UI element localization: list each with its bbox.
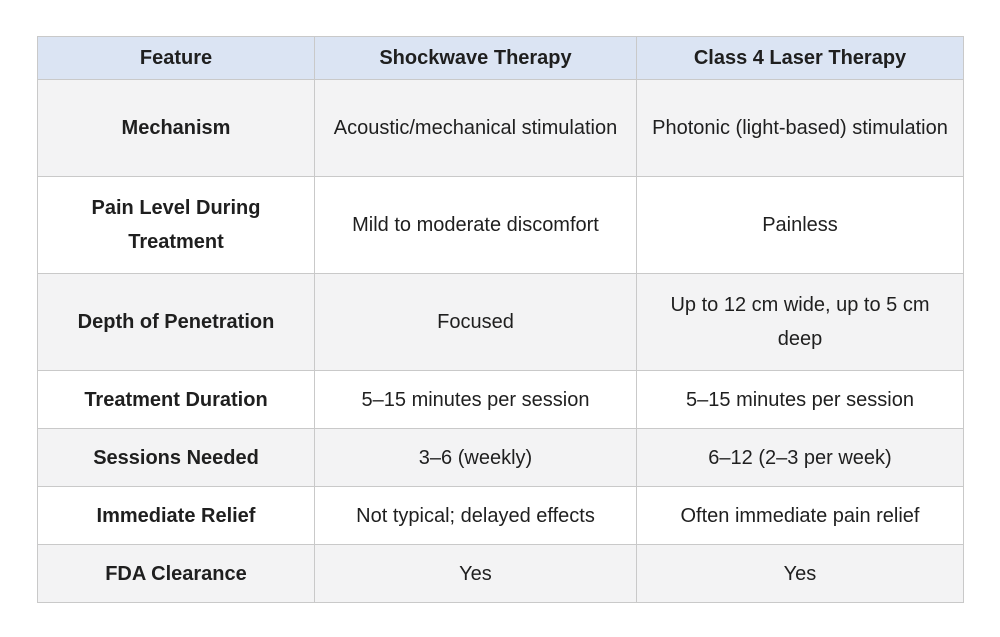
feature-cell: Sessions Needed <box>37 428 315 487</box>
shockwave-cell: Mild to moderate discomfort <box>314 176 637 274</box>
shockwave-cell: Yes <box>314 544 637 603</box>
header-class-4-laser-therapy: Class 4 Laser Therapy <box>636 36 964 80</box>
table-row: Mechanism Acoustic/mechanical stimulatio… <box>37 79 964 177</box>
table-row: Sessions Needed 3–6 (weekly) 6–12 (2–3 p… <box>37 428 964 487</box>
shockwave-cell: Focused <box>314 273 637 371</box>
shockwave-cell: 5–15 minutes per session <box>314 370 637 429</box>
header-shockwave-therapy: Shockwave Therapy <box>314 36 637 80</box>
laser-cell: Photonic (light-based) stimulation <box>636 79 964 177</box>
comparison-table: Feature Shockwave Therapy Class 4 Laser … <box>37 36 964 603</box>
laser-cell: 5–15 minutes per session <box>636 370 964 429</box>
feature-cell: Treatment Duration <box>37 370 315 429</box>
header-row: Feature Shockwave Therapy Class 4 Laser … <box>37 36 964 80</box>
laser-cell: Up to 12 cm wide, up to 5 cm deep <box>636 273 964 371</box>
table-row: Treatment Duration 5–15 minutes per sess… <box>37 370 964 429</box>
feature-cell: Mechanism <box>37 79 315 177</box>
feature-cell: Immediate Relief <box>37 486 315 545</box>
table-row: Depth of Penetration Focused Up to 12 cm… <box>37 273 964 371</box>
table-row: Immediate Relief Not typical; delayed ef… <box>37 486 964 545</box>
header-feature: Feature <box>37 36 315 80</box>
table-row: FDA Clearance Yes Yes <box>37 544 964 603</box>
laser-cell: Yes <box>636 544 964 603</box>
table-body: Mechanism Acoustic/mechanical stimulatio… <box>37 79 964 603</box>
shockwave-cell: Acoustic/mechanical stimulation <box>314 79 637 177</box>
shockwave-cell: Not typical; delayed effects <box>314 486 637 545</box>
laser-cell: Painless <box>636 176 964 274</box>
shockwave-cell: 3–6 (weekly) <box>314 428 637 487</box>
laser-cell: Often immediate pain relief <box>636 486 964 545</box>
table-header: Feature Shockwave Therapy Class 4 Laser … <box>37 36 964 80</box>
laser-cell: 6–12 (2–3 per week) <box>636 428 964 487</box>
feature-cell: Depth of Penetration <box>37 273 315 371</box>
feature-cell: Pain Level During Treatment <box>37 176 315 274</box>
table-row: Pain Level During Treatment Mild to mode… <box>37 176 964 274</box>
feature-cell: FDA Clearance <box>37 544 315 603</box>
